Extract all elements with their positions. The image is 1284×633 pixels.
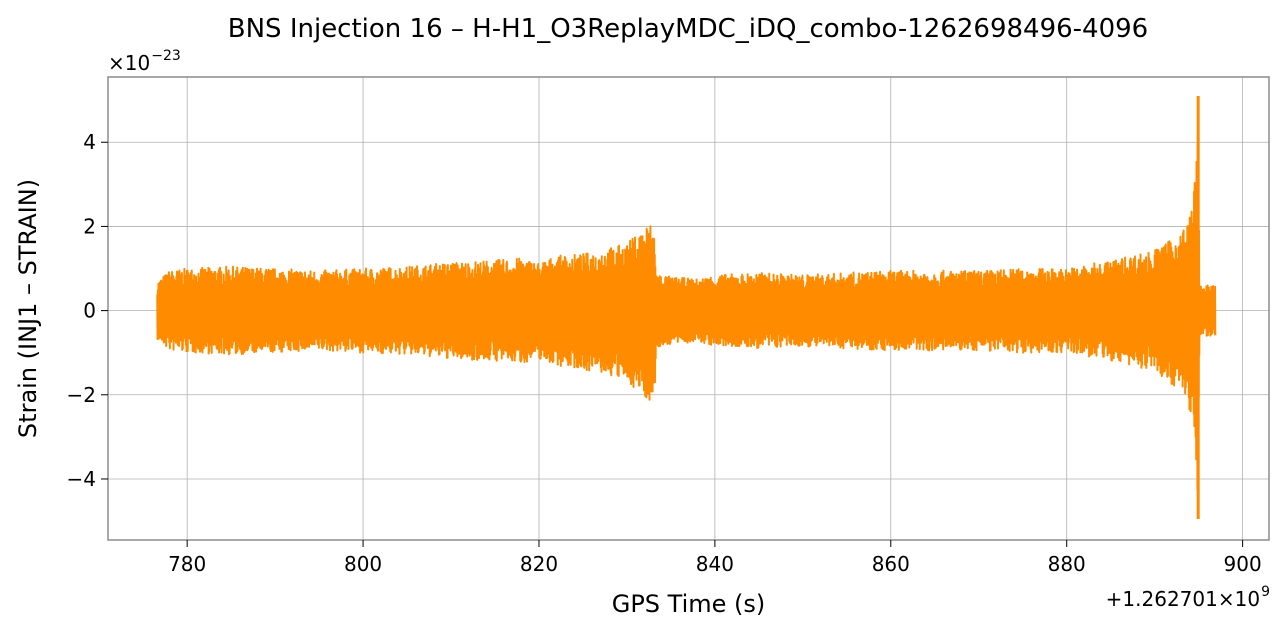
y-tick-label: 0 — [83, 299, 96, 323]
x-tick-label: 840 — [696, 552, 734, 576]
y-axis-multiplier: ×10 −23 — [108, 48, 181, 75]
x-tick-label: 880 — [1048, 552, 1086, 576]
y-tick-label: −4 — [67, 467, 96, 491]
x-tick-label: 860 — [872, 552, 910, 576]
plot-frame — [107, 76, 1270, 541]
x-offset-exponent: 9 — [1261, 584, 1270, 600]
strain-line — [156, 121, 1217, 491]
y-axis-label: Strain (INJ1 – STRAIN) — [14, 179, 42, 438]
x-axis-offset: +1.262701×10 9 — [1106, 584, 1270, 611]
x-tick-label: 900 — [1224, 552, 1262, 576]
x-axis-label: GPS Time (s) — [612, 590, 766, 618]
x-offset-base: +1.262701×10 — [1106, 587, 1260, 611]
y-tick-label: −2 — [67, 383, 96, 407]
x-axis-ticks: 780 800 820 840 860 880 900 — [168, 540, 1262, 576]
y-axis-ticks: −4 −2 0 2 4 — [67, 130, 108, 491]
y-multiplier-exponent: −23 — [151, 48, 181, 64]
chart-title: BNS Injection 16 – H-H1_O3ReplayMDC_iDQ_… — [228, 14, 1148, 44]
y-tick-label: 4 — [83, 130, 96, 154]
x-tick-label: 780 — [168, 552, 206, 576]
y-tick-label: 2 — [83, 214, 96, 238]
x-tick-label: 800 — [344, 552, 382, 576]
y-multiplier-base: ×10 — [108, 51, 150, 75]
strain-series — [156, 95, 1217, 519]
x-tick-label: 820 — [520, 552, 558, 576]
